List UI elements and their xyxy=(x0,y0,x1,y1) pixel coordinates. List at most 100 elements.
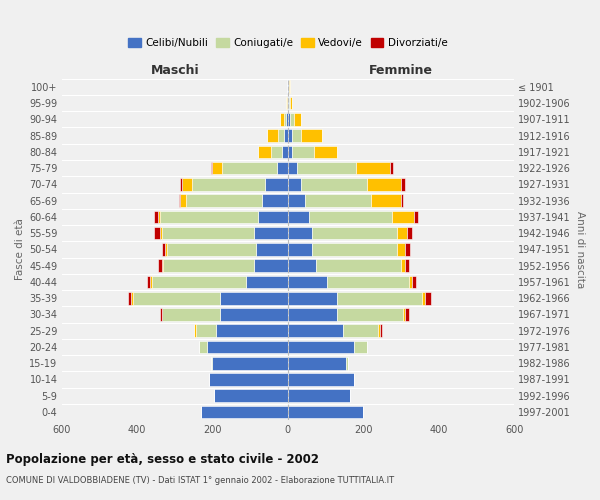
Bar xyxy=(201,406,288,418)
Bar xyxy=(158,260,161,272)
Bar xyxy=(181,178,182,190)
Bar xyxy=(314,146,337,158)
Bar xyxy=(182,178,192,190)
Bar xyxy=(356,162,389,174)
Text: Popolazione per età, sesso e stato civile - 2002: Popolazione per età, sesso e stato civil… xyxy=(6,452,319,466)
Bar xyxy=(288,130,292,142)
Bar xyxy=(313,227,397,239)
Bar xyxy=(267,130,278,142)
Bar xyxy=(160,210,258,223)
Bar xyxy=(212,162,222,174)
Bar xyxy=(286,96,287,110)
Bar xyxy=(288,80,289,93)
Bar xyxy=(179,194,181,207)
Y-axis label: Anni di nascita: Anni di nascita xyxy=(575,211,585,288)
Bar xyxy=(401,178,405,190)
Legend: Celibi/Nubili, Coniugati/e, Vedovi/e, Divorziati/e: Celibi/Nubili, Coniugati/e, Vedovi/e, Di… xyxy=(126,36,449,51)
Bar xyxy=(222,162,277,174)
Bar xyxy=(160,227,161,239)
Bar xyxy=(216,324,288,337)
Bar xyxy=(389,162,394,174)
Bar xyxy=(337,308,403,321)
Bar xyxy=(277,162,288,174)
Bar xyxy=(286,113,288,126)
Bar xyxy=(161,308,220,321)
Bar xyxy=(262,194,288,207)
Bar xyxy=(207,340,288,353)
Bar xyxy=(247,276,288,288)
Bar xyxy=(199,340,207,353)
Bar xyxy=(301,178,367,190)
Bar xyxy=(405,260,409,272)
Bar xyxy=(392,210,414,223)
Bar xyxy=(290,96,292,110)
Bar xyxy=(163,260,254,272)
Bar xyxy=(301,130,322,142)
Bar xyxy=(146,276,150,288)
Bar xyxy=(288,357,346,370)
Bar xyxy=(209,373,288,386)
Bar xyxy=(288,276,328,288)
Bar xyxy=(154,227,160,239)
Bar xyxy=(288,146,292,158)
Bar xyxy=(403,308,405,321)
Bar xyxy=(258,146,271,158)
Bar xyxy=(316,260,401,272)
Bar xyxy=(214,390,288,402)
Bar xyxy=(288,324,343,337)
Bar xyxy=(152,276,247,288)
Bar xyxy=(150,276,152,288)
Bar xyxy=(271,146,282,158)
Bar xyxy=(288,308,337,321)
Bar xyxy=(288,340,354,353)
Bar xyxy=(256,243,288,256)
Bar xyxy=(289,96,290,110)
Bar xyxy=(288,96,289,110)
Bar xyxy=(412,276,416,288)
Bar xyxy=(158,210,160,223)
Bar xyxy=(292,130,301,142)
Bar xyxy=(371,194,401,207)
Bar xyxy=(346,357,348,370)
Bar xyxy=(211,357,212,370)
Bar xyxy=(288,227,313,239)
Bar xyxy=(265,178,288,190)
Bar xyxy=(292,146,314,158)
Bar xyxy=(367,178,401,190)
Bar xyxy=(192,178,265,190)
Bar xyxy=(282,146,288,158)
Bar xyxy=(308,210,392,223)
Bar xyxy=(401,260,405,272)
Bar xyxy=(128,292,131,304)
Bar xyxy=(161,227,254,239)
Bar xyxy=(160,308,161,321)
Bar xyxy=(133,292,220,304)
Bar xyxy=(293,113,301,126)
Bar xyxy=(288,210,308,223)
Bar xyxy=(154,210,158,223)
Bar xyxy=(379,324,380,337)
Bar xyxy=(287,96,288,110)
Bar xyxy=(284,113,286,126)
Bar xyxy=(288,260,316,272)
Bar xyxy=(258,210,288,223)
Bar xyxy=(220,292,288,304)
Bar xyxy=(288,243,313,256)
Bar xyxy=(289,80,290,93)
Bar xyxy=(425,292,431,304)
Bar xyxy=(298,162,356,174)
Bar xyxy=(414,210,418,223)
Bar xyxy=(181,194,186,207)
Bar xyxy=(288,373,354,386)
Bar xyxy=(409,276,412,288)
Y-axis label: Fasce di età: Fasce di età xyxy=(15,218,25,280)
Bar xyxy=(166,243,167,256)
Bar xyxy=(343,324,379,337)
Bar xyxy=(278,130,284,142)
Bar xyxy=(288,178,301,190)
Bar xyxy=(305,194,371,207)
Bar xyxy=(422,292,425,304)
Bar xyxy=(405,243,410,256)
Bar xyxy=(288,390,350,402)
Bar xyxy=(328,276,409,288)
